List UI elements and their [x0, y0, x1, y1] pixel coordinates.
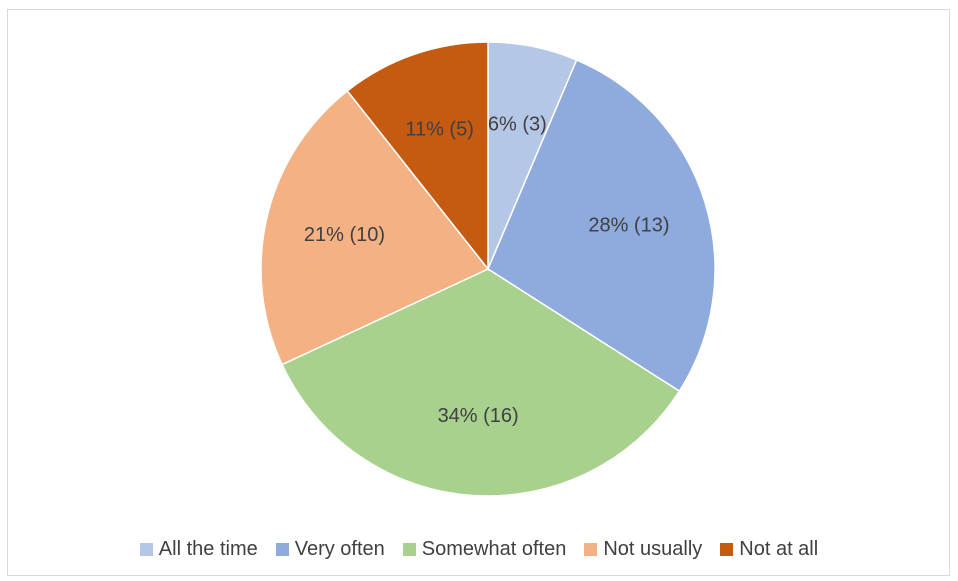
data-label-all-the-time: 6% (3) — [488, 113, 547, 135]
legend-swatch — [720, 542, 734, 556]
pie-slice-very-often — [487, 59, 716, 393]
legend-label: Very often — [294, 537, 385, 560]
legend-label: Somewhat often — [421, 537, 567, 560]
legend-label: Not at all — [739, 537, 819, 560]
legend-item-not-at-all: Not at all — [720, 538, 818, 561]
legend-swatch — [584, 542, 598, 556]
pie-slice-not-at-all — [346, 41, 489, 272]
pie-slice-not-usually — [260, 89, 490, 366]
data-label-not-usually: 21% (10) — [304, 224, 385, 246]
pie-slice-somewhat-often — [281, 268, 681, 497]
legend-label: All the time — [158, 537, 258, 560]
legend-item-all-the-time: All the time — [139, 537, 258, 561]
legend-swatch — [402, 542, 416, 556]
legend-label: Not usually — [603, 537, 703, 560]
legend-item-not-usually: Not usually — [584, 538, 702, 561]
legend-swatch — [139, 542, 153, 556]
data-label-very-often: 28% (13) — [588, 214, 669, 236]
legend-swatch — [275, 542, 289, 556]
legend-item-very-often: Very often — [275, 537, 385, 561]
chart-legend: All the time Very often Somewhat often Not … — [0, 529, 958, 569]
data-label-not-at-all: 11% (5) — [405, 119, 474, 141]
data-label-somewhat-often: 34% (16) — [438, 405, 519, 427]
legend-item-somewhat-often: Somewhat often — [402, 537, 567, 561]
